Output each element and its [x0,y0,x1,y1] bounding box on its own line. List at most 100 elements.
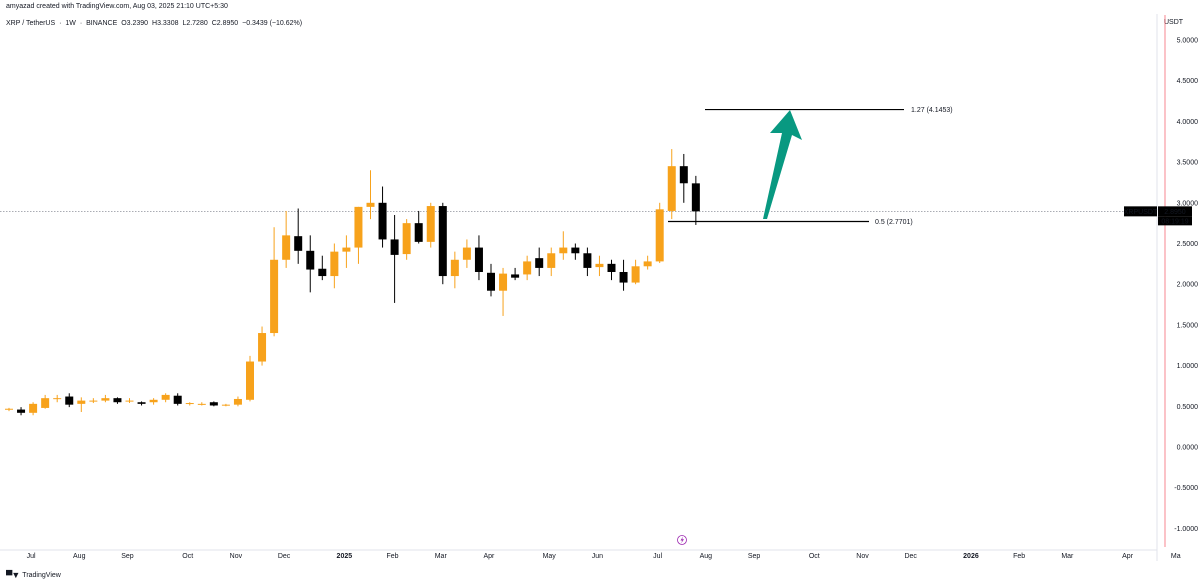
x-tick-label: May [543,553,557,560]
candle-body[interactable] [221,404,230,406]
candle-body[interactable] [125,400,134,402]
y-tick-label: -1.0000 [1174,526,1198,533]
candle-body[interactable] [691,183,700,212]
x-tick-label: 2025 [337,553,353,560]
candle-body[interactable] [197,403,206,405]
x-tick-label: Aug [73,553,86,560]
candle-body[interactable] [41,398,50,408]
candle-body[interactable] [270,259,279,334]
candle-body[interactable] [679,166,688,184]
legend-separator: · [77,20,85,27]
candle-body[interactable] [523,261,532,275]
y-tick-label: 0.0000 [1177,445,1199,452]
x-tick-label: Ma [1171,553,1181,560]
candle-body[interactable] [583,253,592,268]
candle-body[interactable] [77,400,86,404]
legend-symbol[interactable]: XRP / TetherUS [6,20,56,27]
candle-body[interactable] [607,263,616,272]
candle-body[interactable] [426,206,435,242]
candle-body[interactable] [53,398,62,400]
candle-body[interactable] [547,253,556,268]
candle-body[interactable] [185,403,194,405]
candle-body[interactable] [294,236,303,251]
ticker-symbol-text: XRPUSDT [1124,209,1158,216]
y-tick-label: 2.5000 [1177,241,1199,248]
candle-body[interactable] [559,247,568,254]
x-tick-label: Mar [1061,553,1074,560]
x-tick-label: Feb [1013,553,1025,560]
candle-body[interactable] [137,402,146,404]
y-tick-label: -0.5000 [1174,485,1198,492]
legend-interval: 1W [65,20,76,27]
candle-body[interactable] [667,166,676,211]
candle-body[interactable] [462,247,471,260]
candle-body[interactable] [655,209,664,262]
y-tick-label: 3.0000 [1177,200,1199,207]
candle-body[interactable] [414,223,423,242]
x-tick-label: Jun [592,553,603,560]
candle-body[interactable] [258,333,267,362]
candle-body[interactable] [643,261,652,267]
candle-body[interactable] [306,250,315,270]
x-tick-label: Dec [904,553,917,560]
x-tick-label: Jul [27,553,36,560]
candle-body[interactable] [354,206,363,248]
brand-text: TradingView [22,571,61,579]
y-tick-label: 0.5000 [1177,404,1199,411]
candle-body[interactable] [390,239,399,255]
candle-body[interactable] [619,271,628,283]
legend-high: H3.3308 [152,20,179,27]
candle-body[interactable] [342,247,351,252]
candle-body[interactable] [161,394,170,400]
candle-body[interactable] [511,274,520,278]
projection-arrow[interactable] [763,110,802,219]
candle-body[interactable] [366,202,375,207]
candle-body[interactable] [149,399,158,403]
candle-body[interactable] [499,273,508,291]
candle-body[interactable] [17,409,26,413]
candle-body[interactable] [89,400,98,402]
x-tick-label: Oct [182,553,193,560]
x-tick-label: Sep [121,553,134,560]
candle-body[interactable] [631,266,640,283]
lightning-glyph [680,536,684,544]
x-tick-label: Feb [387,553,399,560]
chart-attribution: amyazad created with TradingView.com, Au… [6,3,228,10]
y-tick-label: 1.5000 [1177,322,1199,329]
candle-body[interactable] [282,235,291,260]
candle-body[interactable] [209,402,218,406]
candle-body[interactable] [330,251,339,277]
candle-body[interactable] [535,258,544,268]
candle-body[interactable] [246,361,254,400]
candle-body[interactable] [402,223,411,255]
candle-body[interactable] [571,247,580,254]
candle-body[interactable] [233,398,242,405]
candle-body[interactable] [595,263,604,268]
countdown-tag [1158,216,1192,226]
y-tick-label: 3.5000 [1177,160,1199,167]
x-tick-label: Oct [809,553,820,560]
x-tick-label: Apr [483,553,495,560]
x-tick-label: Jul [653,553,662,560]
candle-body[interactable] [29,403,38,413]
candle-body[interactable] [101,398,110,401]
y-tick-label: 5.0000 [1177,38,1199,45]
candle-body[interactable] [450,259,459,277]
candle-body[interactable] [5,408,13,410]
y-tick-label: 1.0000 [1177,363,1199,370]
ticker-symbol-tag [1124,206,1157,217]
candle-body[interactable] [113,398,122,403]
fib-label-0-5: 0.5 (2.7701) [875,219,913,226]
candle-body[interactable] [318,268,327,277]
candle-body[interactable] [65,396,74,405]
candle-body[interactable] [474,247,483,272]
legend-change: −0.3439 (−10.62%) [242,20,303,27]
candle-body[interactable] [173,395,182,404]
candle-body[interactable] [438,206,447,277]
candle-body[interactable] [487,272,495,291]
tradingview-mark-icon: ▀▼ [6,570,20,580]
candle-body[interactable] [378,202,387,240]
x-tick-label: 2026 [963,553,979,560]
legend-open: O3.2390 [121,20,149,27]
